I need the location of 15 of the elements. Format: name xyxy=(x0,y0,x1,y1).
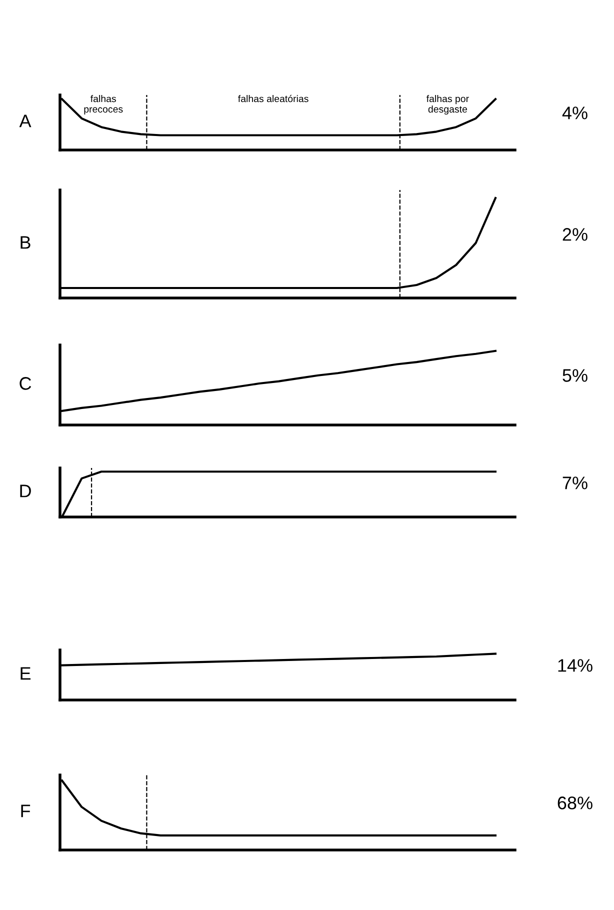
y-axis-title: B xyxy=(20,236,30,249)
y-axis-title: A xyxy=(19,114,32,128)
text: 5% xyxy=(562,369,588,382)
text: 2% xyxy=(562,228,588,241)
y-axis-title: E xyxy=(20,667,31,680)
y-axis-title: C xyxy=(20,377,32,390)
text: 4% xyxy=(562,106,588,120)
annotation: falhas aleatórias xyxy=(238,94,308,102)
y-axis-title: D xyxy=(20,484,31,498)
y-axis-title: F xyxy=(21,804,30,818)
text: 14% xyxy=(558,659,592,672)
text: 7% xyxy=(562,476,588,490)
annotation: falhas precoces xyxy=(84,95,123,115)
annotation: falhas por desgaste xyxy=(426,95,469,115)
text: 68% xyxy=(558,796,592,810)
